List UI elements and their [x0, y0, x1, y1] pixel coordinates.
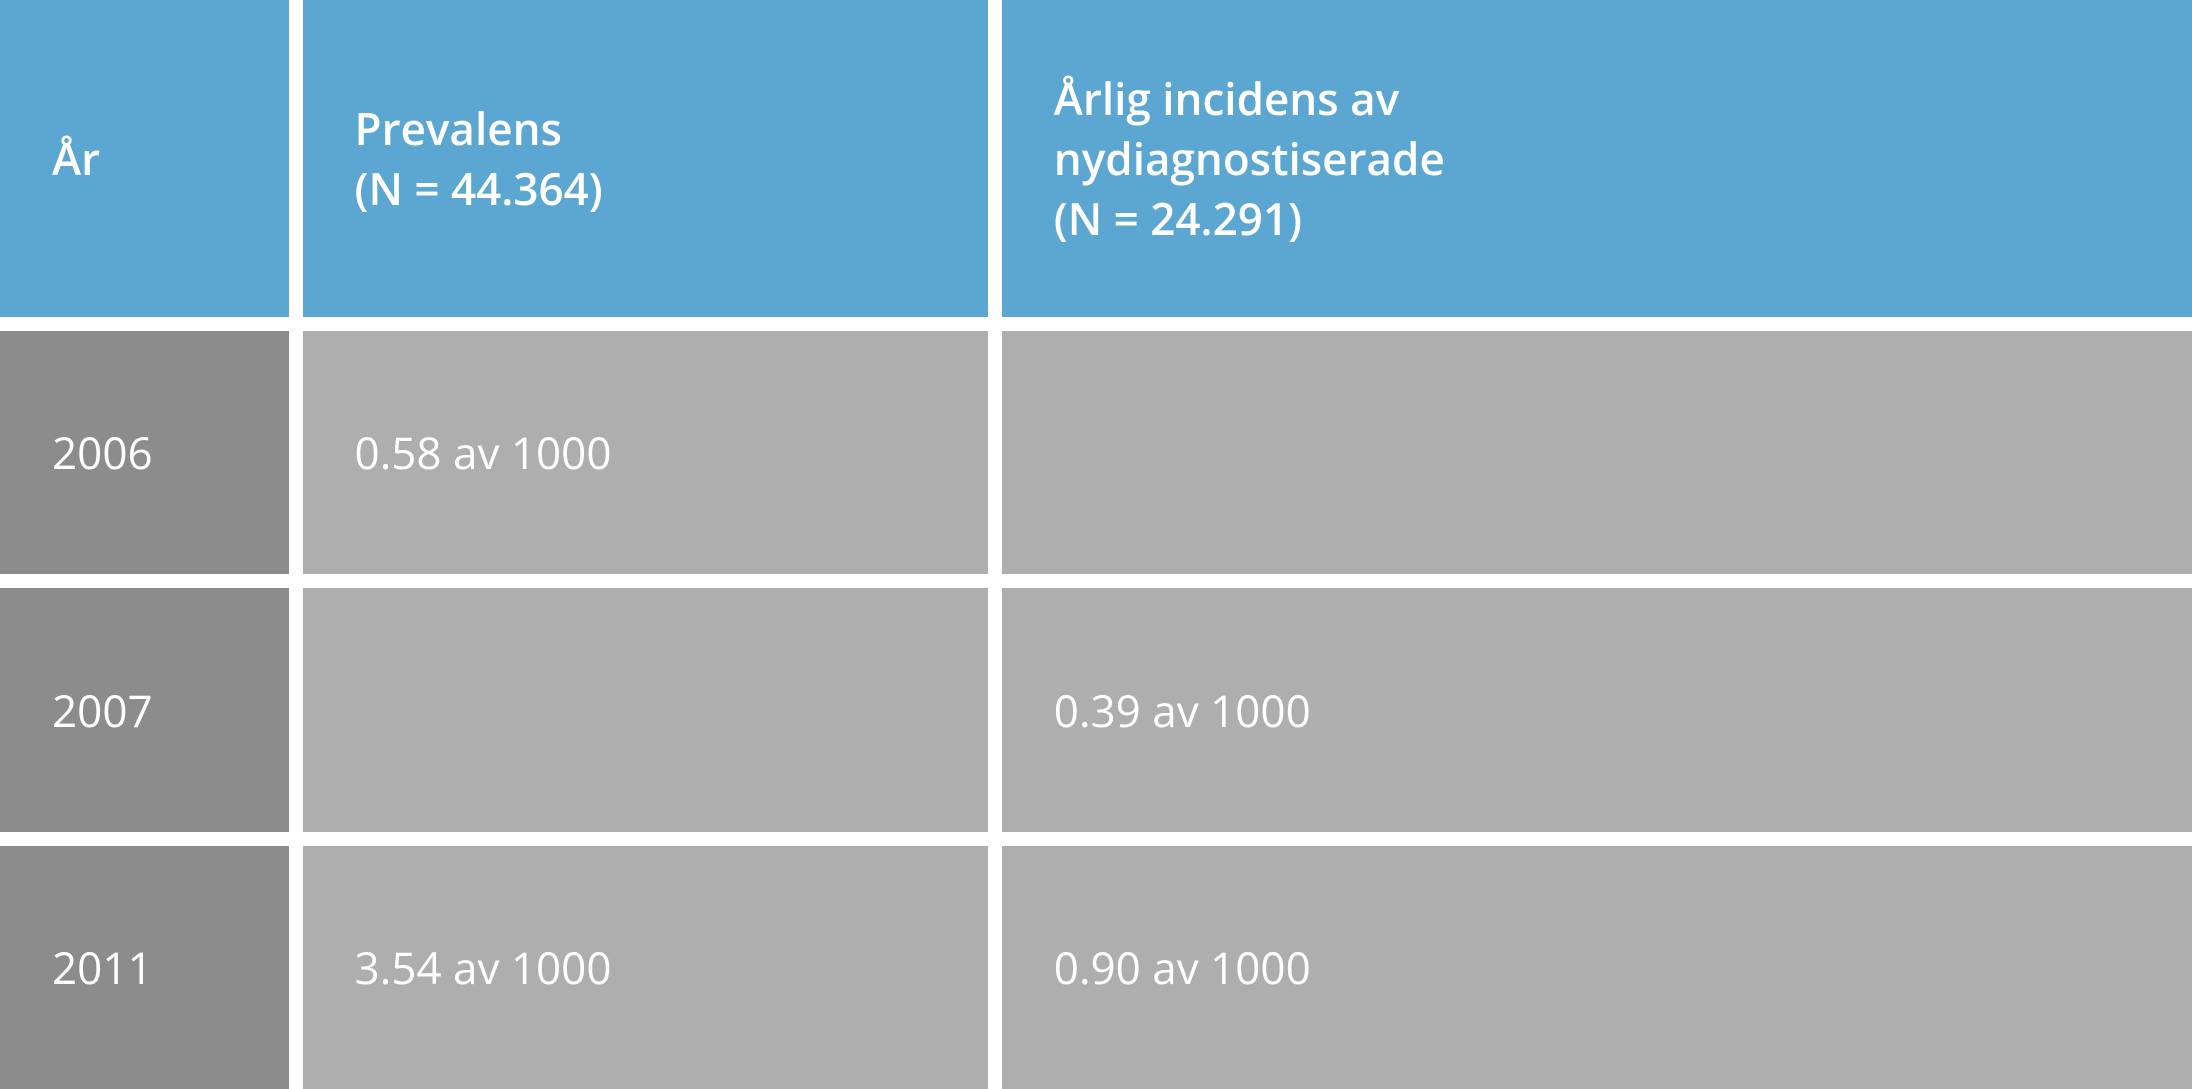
table-row-year: 2011: [0, 846, 289, 1089]
table-row-prevalence: 0.58 av 1000: [303, 331, 988, 574]
table-row-year: 2006: [0, 331, 289, 574]
col-header-incidence: Årlig incidens av nydiagnostiserade (N =…: [1002, 0, 2192, 317]
table-row-incidence: 0.90 av 1000: [1002, 846, 2192, 1089]
table-row-prevalence: 3.54 av 1000: [303, 846, 988, 1089]
table-row-prevalence: [303, 588, 988, 831]
table-row-year: 2007: [0, 588, 289, 831]
col-header-prevalence: Prevalens (N = 44.364): [303, 0, 988, 317]
table-row-incidence: [1002, 331, 2192, 574]
data-table: År Prevalens (N = 44.364) Årlig incidens…: [0, 0, 2192, 1089]
col-header-year: År: [0, 0, 289, 317]
table-row-incidence: 0.39 av 1000: [1002, 588, 2192, 831]
